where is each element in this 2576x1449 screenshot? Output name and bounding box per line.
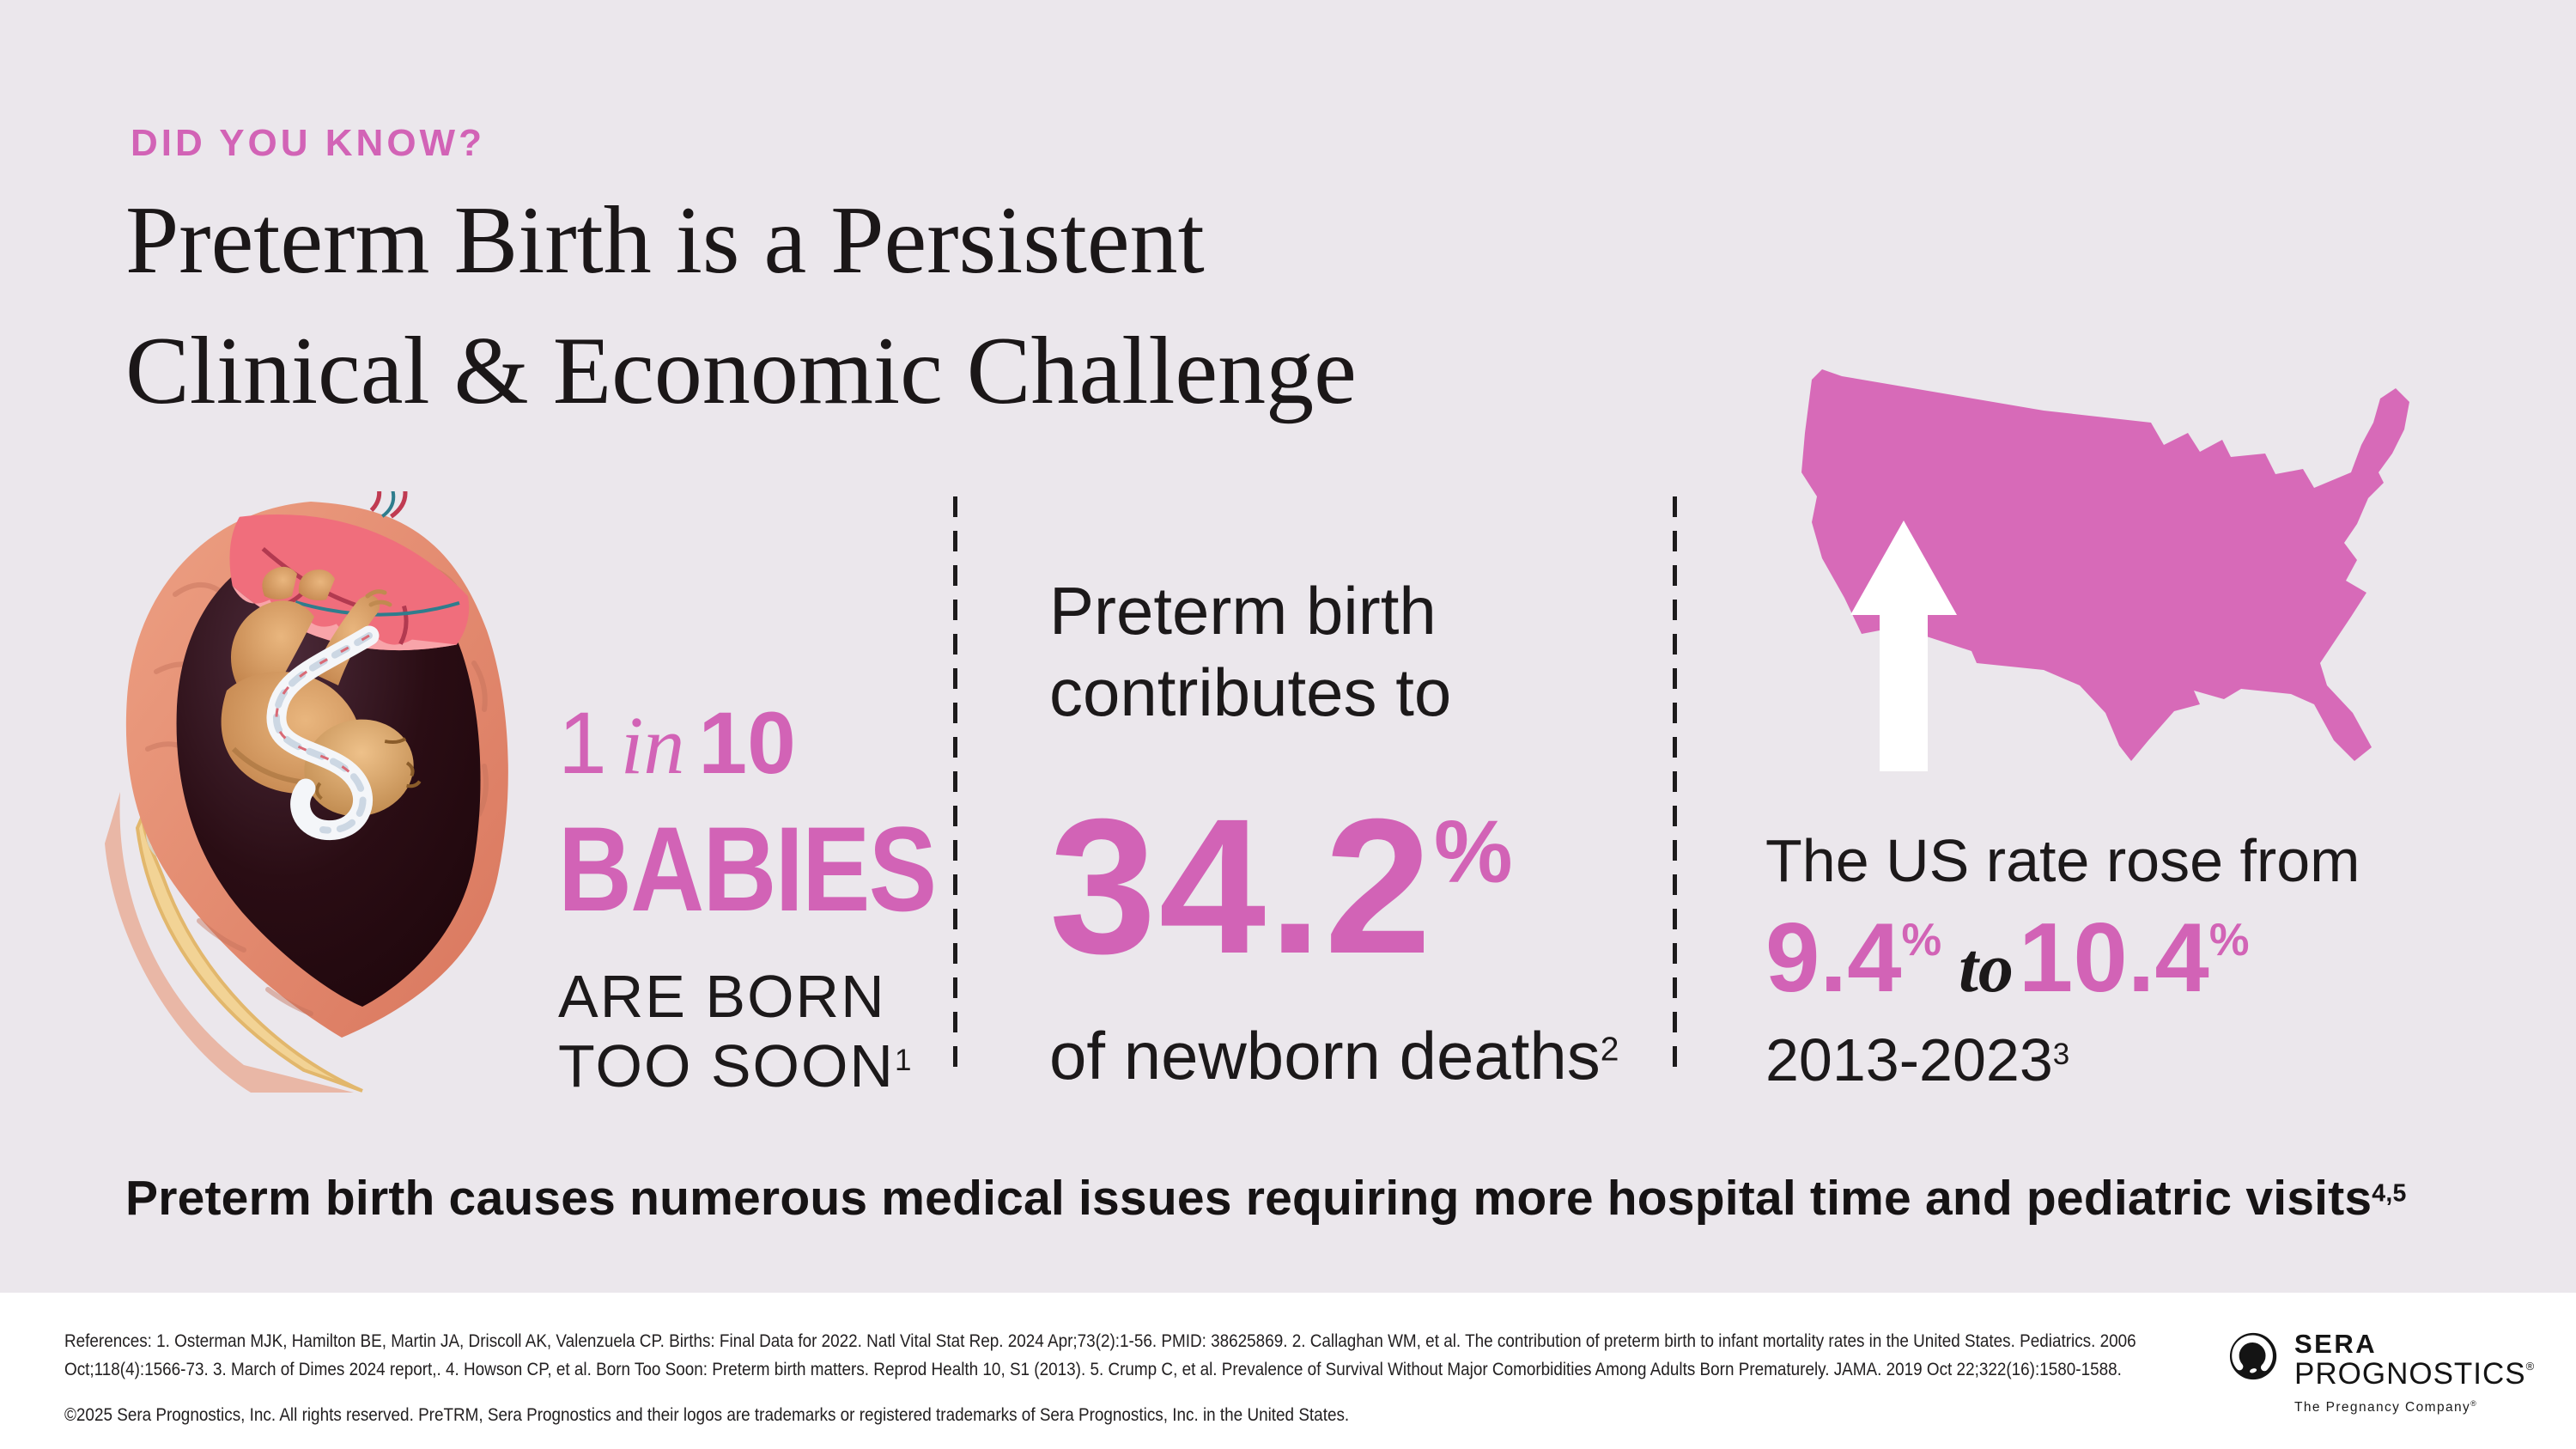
stat-deaths-block: Preterm birth contributes to 34.2% of ne…	[1049, 570, 1668, 1095]
deaths-lead: Preterm birth contributes to	[1049, 570, 1668, 734]
ten-value: 10	[698, 694, 796, 792]
logo-line1: SERA	[2294, 1329, 2378, 1359]
references-line1: References: 1. Osterman MJK, Hamilton BE…	[64, 1331, 2136, 1351]
sera-prognostics-logo: SERA PROGNOSTICS® The Pregnancy Company®	[2229, 1330, 2535, 1416]
deaths-caption: of newborn deaths2	[1049, 1018, 1619, 1094]
one-value: 1	[558, 694, 607, 792]
usrate-to-percent: %	[2208, 916, 2250, 966]
deaths-lead-line1: Preterm birth	[1049, 573, 1437, 648]
eyebrow-label: DID YOU KNOW?	[131, 122, 485, 164]
stat-usrate-block: The US rate rose from 9.4% to10.4% 2013-2…	[1765, 826, 2360, 1094]
usrate-connector: to	[1959, 928, 2014, 1007]
logo-tagline: The Pregnancy Company®	[2294, 1398, 2478, 1415]
deaths-lead-line2: contributes to	[1049, 654, 1452, 731]
usrate-lead: The US rate rose from	[1765, 827, 2360, 894]
registered-mark: ®	[2525, 1359, 2536, 1373]
sera-logo-mark-icon	[2229, 1332, 2277, 1380]
page-title-line1: Preterm Birth is a Persistent	[125, 187, 1205, 294]
babies-caption: ARE BORN TOO SOON1	[558, 962, 1002, 1101]
stat-babies-block: 1 in 10 BABIES ARE BORN TOO SOON1	[558, 699, 1002, 1101]
footnote-4-5: 4,5	[2372, 1179, 2407, 1208]
one-in-ten-line: 1 in 10	[558, 699, 1002, 787]
footnote-1: 1	[894, 1043, 914, 1077]
tagline-registered-mark: ®	[2470, 1398, 2478, 1408]
page-title: Preterm Birth is a Persistent Clinical &…	[125, 175, 1357, 437]
babies-caption-line1: ARE BORN	[558, 963, 886, 1030]
dashed-divider-right	[1673, 496, 1677, 1077]
babies-caption-line2: TOO SOON1	[558, 1032, 914, 1100]
percent-sign: %	[1433, 801, 1513, 901]
references-line2: Oct;118(4):1566-73. 3. March of Dimes 20…	[64, 1360, 2122, 1379]
us-map-icon	[1801, 369, 2409, 771]
bottom-statement: Preterm birth causes numerous medical is…	[125, 1171, 2407, 1226]
copyright: ©2025 Sera Prognostics, Inc. All rights …	[64, 1405, 1350, 1425]
babies-word: BABIES	[558, 801, 937, 936]
in-word: in	[620, 699, 685, 791]
usrate-from-value: 9.4	[1765, 904, 1902, 1013]
up-arrow-icon	[1850, 521, 1957, 771]
footer	[0, 1293, 2576, 1449]
references: References: 1. Osterman MJK, Hamilton BE…	[64, 1327, 2136, 1384]
fetus-in-womb-illustration	[105, 491, 508, 1093]
footnote-3: 3	[2052, 1037, 2070, 1071]
usrate-to-value: 10.4	[2018, 904, 2209, 1013]
deaths-percentage-value: 34.2%	[1049, 779, 1513, 995]
footnote-2: 2	[1600, 1031, 1619, 1068]
usrate-values: 9.4% to10.4%	[1765, 907, 2360, 1010]
page-title-line2: Clinical & Economic Challenge	[125, 318, 1357, 425]
usrate-from-percent: %	[1901, 916, 1942, 966]
dashed-divider-left	[953, 496, 957, 1077]
logo-text: SERA PROGNOSTICS® The Pregnancy Company®	[2294, 1330, 2535, 1416]
usrate-years: 2013-20233	[1765, 1026, 2070, 1093]
logo-line2: PROGNOSTICS®	[2294, 1356, 2536, 1391]
